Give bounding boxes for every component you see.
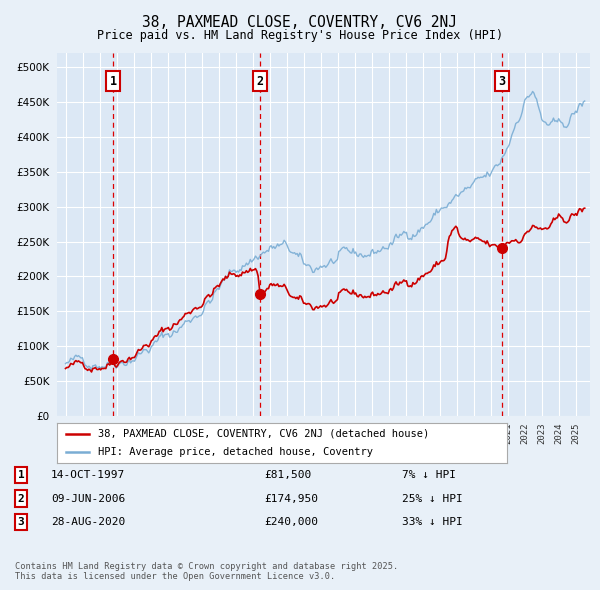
Text: HPI: Average price, detached house, Coventry: HPI: Average price, detached house, Cove…: [97, 447, 373, 457]
Text: 25% ↓ HPI: 25% ↓ HPI: [402, 494, 463, 503]
Text: 2: 2: [257, 74, 264, 87]
Text: 38, PAXMEAD CLOSE, COVENTRY, CV6 2NJ: 38, PAXMEAD CLOSE, COVENTRY, CV6 2NJ: [143, 15, 458, 30]
Text: 33% ↓ HPI: 33% ↓ HPI: [402, 517, 463, 527]
Text: 3: 3: [17, 517, 25, 527]
Text: 7% ↓ HPI: 7% ↓ HPI: [402, 470, 456, 480]
Text: 38, PAXMEAD CLOSE, COVENTRY, CV6 2NJ (detached house): 38, PAXMEAD CLOSE, COVENTRY, CV6 2NJ (de…: [97, 429, 429, 439]
Text: Contains HM Land Registry data © Crown copyright and database right 2025.: Contains HM Land Registry data © Crown c…: [15, 562, 398, 571]
Text: £174,950: £174,950: [264, 494, 318, 503]
Text: 1: 1: [17, 470, 25, 480]
Text: 28-AUG-2020: 28-AUG-2020: [51, 517, 125, 527]
Text: 09-JUN-2006: 09-JUN-2006: [51, 494, 125, 503]
Text: 14-OCT-1997: 14-OCT-1997: [51, 470, 125, 480]
Text: £81,500: £81,500: [264, 470, 311, 480]
Text: 2: 2: [17, 494, 25, 503]
Text: Price paid vs. HM Land Registry's House Price Index (HPI): Price paid vs. HM Land Registry's House …: [97, 29, 503, 42]
Text: 1: 1: [109, 74, 116, 87]
Text: £240,000: £240,000: [264, 517, 318, 527]
Text: 3: 3: [499, 74, 506, 87]
Text: This data is licensed under the Open Government Licence v3.0.: This data is licensed under the Open Gov…: [15, 572, 335, 581]
